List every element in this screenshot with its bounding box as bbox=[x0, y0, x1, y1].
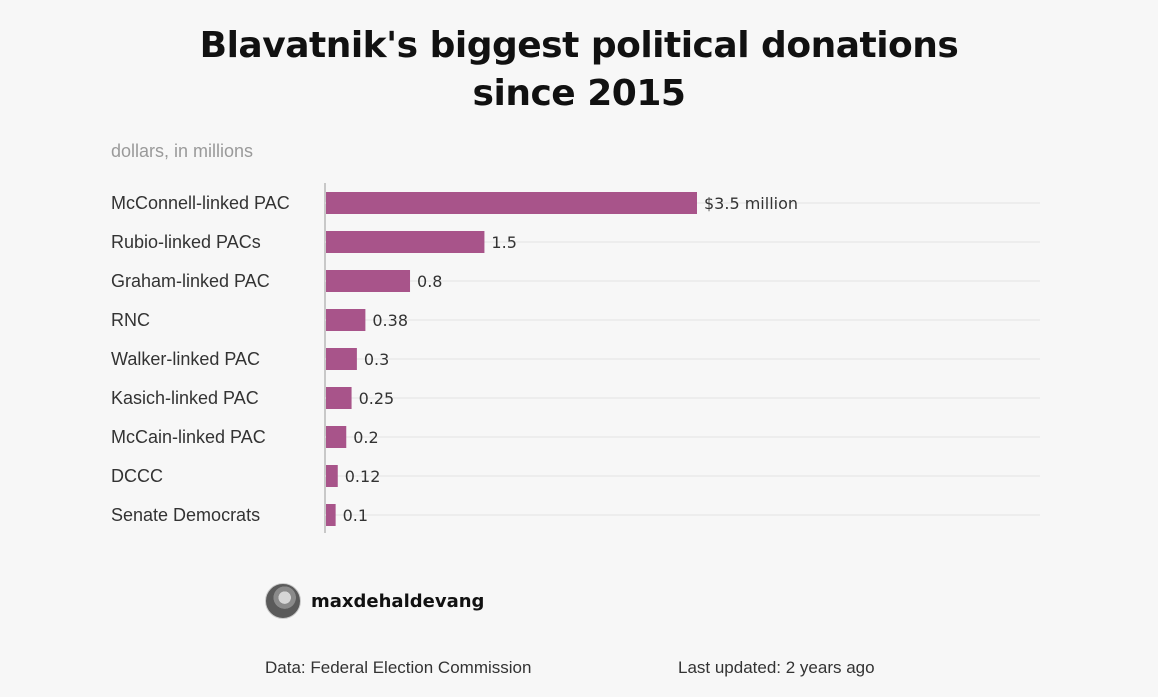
value-label: 0.12 bbox=[345, 467, 381, 486]
bar[interactable] bbox=[326, 270, 411, 292]
category-label: Graham-linked PAC bbox=[111, 271, 270, 291]
last-updated: Last updated: 2 years ago bbox=[678, 658, 875, 677]
chart-subtitle: dollars, in millions bbox=[111, 141, 254, 161]
bar[interactable] bbox=[326, 504, 336, 526]
category-label: McCain-linked PAC bbox=[111, 427, 266, 447]
bar[interactable] bbox=[326, 465, 338, 487]
bar[interactable] bbox=[326, 426, 347, 448]
data-source: Data: Federal Election Commission bbox=[265, 658, 532, 677]
value-label: 1.5 bbox=[491, 233, 516, 252]
value-label: $3.5 million bbox=[704, 194, 798, 213]
category-label: McConnell-linked PAC bbox=[111, 193, 290, 213]
bar[interactable] bbox=[326, 192, 697, 214]
bar[interactable] bbox=[326, 231, 485, 253]
author-byline[interactable]: maxdehaldevang bbox=[265, 583, 484, 619]
bar[interactable] bbox=[326, 348, 357, 370]
value-label: 0.1 bbox=[343, 506, 368, 525]
value-label: 0.38 bbox=[372, 311, 408, 330]
bar[interactable] bbox=[326, 387, 352, 409]
chart-title: Blavatnik's biggest political donations … bbox=[0, 22, 1158, 118]
value-label: 0.8 bbox=[417, 272, 442, 291]
bar-chart: McConnell-linked PAC $3.5 million Rubio-li… bbox=[111, 183, 1040, 533]
value-label: 0.25 bbox=[359, 389, 395, 408]
value-label: 0.3 bbox=[364, 350, 389, 369]
avatar[interactable] bbox=[265, 583, 301, 619]
chart-title-line-1: Blavatnik's biggest political donations bbox=[199, 25, 959, 66]
category-label: Senate Democrats bbox=[111, 505, 260, 525]
bar[interactable] bbox=[326, 309, 366, 331]
category-label: Kasich-linked PAC bbox=[111, 388, 259, 408]
category-label: Rubio-linked PACs bbox=[111, 232, 261, 252]
chart-title-line-2: since 2015 bbox=[472, 73, 686, 114]
category-label: Walker-linked PAC bbox=[111, 349, 260, 369]
category-label: DCCC bbox=[111, 466, 163, 486]
author-name[interactable]: maxdehaldevang bbox=[311, 590, 485, 612]
category-label: RNC bbox=[111, 310, 150, 330]
value-label: 0.2 bbox=[353, 428, 378, 447]
